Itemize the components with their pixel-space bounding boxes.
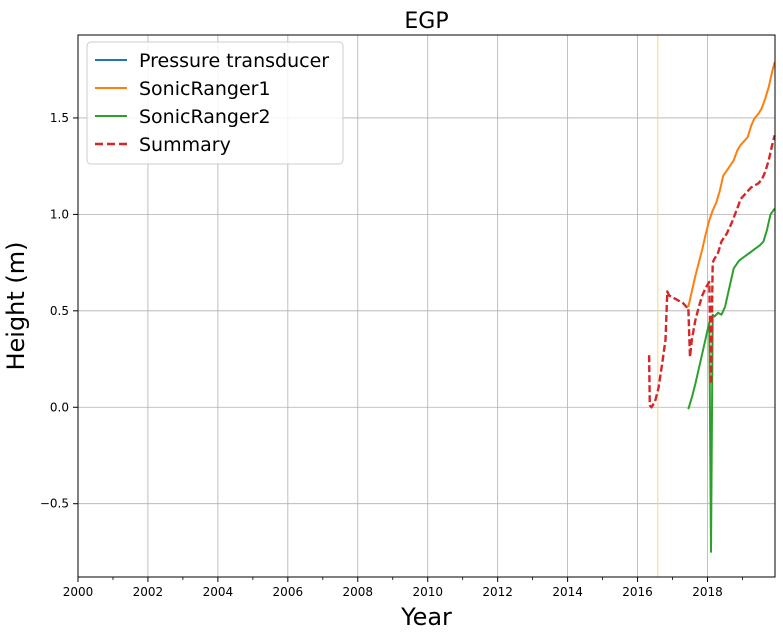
x-tick-label-2008: 2008 <box>343 585 374 599</box>
legend: Pressure transducer SonicRanger1 SonicRang… <box>86 41 344 165</box>
series-line-summary <box>647 134 776 409</box>
legend-label-summary: Summary <box>139 134 231 156</box>
x-tick-label-2010: 2010 <box>412 585 443 599</box>
y-tick-label-0: −0.5 <box>40 497 69 511</box>
x-tick-label-2002: 2002 <box>133 585 164 599</box>
legend-label-sonicranger2: SonicRanger2 <box>139 106 271 128</box>
x-tick-label-2016: 2016 <box>622 585 653 599</box>
series-layer <box>647 61 776 553</box>
y-tick-label-4: 1.5 <box>50 111 69 125</box>
y-tick-label-2: 0.5 <box>50 304 69 318</box>
x-tick-label-2012: 2012 <box>482 585 513 599</box>
grid-layer <box>77 35 775 577</box>
ticks-layer: 2000 2002 2004 2006 2008 2010 2012 2014 2016 2018… <box>40 111 743 599</box>
x-axis-label: Year <box>400 603 452 631</box>
y-axis-label: Height (m) <box>2 241 30 370</box>
legend-box <box>86 41 344 165</box>
x-tick-label-2014: 2014 <box>552 585 583 599</box>
chart-title: EGP <box>404 9 448 34</box>
series-line-sonicranger1 <box>687 61 776 308</box>
legend-label-pressure-transducer: Pressure transducer <box>139 50 329 72</box>
series-line-sonicranger2 <box>687 208 776 553</box>
x-tick-label-2000: 2000 <box>63 585 94 599</box>
x-tick-label-2018: 2018 <box>692 585 723 599</box>
legend-label-sonicranger1: SonicRanger1 <box>139 78 271 100</box>
y-tick-label-1: 0.0 <box>50 400 69 414</box>
x-tick-label-2006: 2006 <box>273 585 304 599</box>
y-tick-label-3: 1.0 <box>50 207 69 221</box>
plot-frame <box>77 34 776 578</box>
x-tick-label-2004: 2004 <box>203 585 234 599</box>
